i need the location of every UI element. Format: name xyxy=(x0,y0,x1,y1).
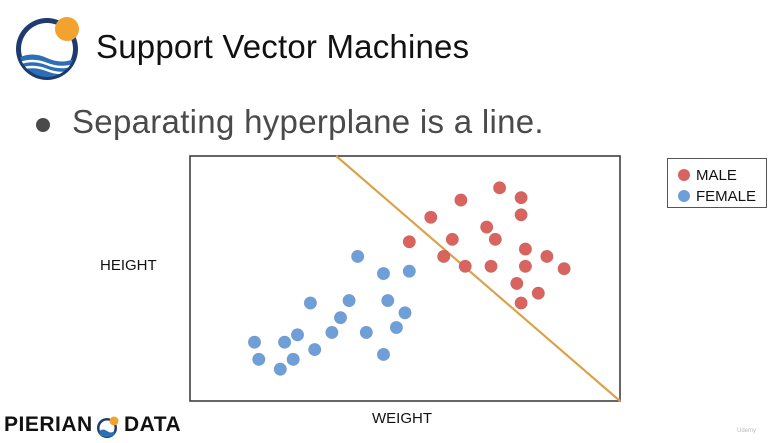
male-point-18 xyxy=(514,296,528,310)
male-point-3 xyxy=(514,208,528,222)
female-point-11 xyxy=(359,325,373,340)
male-point-2 xyxy=(454,193,468,207)
legend-label-male: MALE xyxy=(696,167,737,184)
legend: MALE FEMALE xyxy=(667,158,767,208)
female-point-1 xyxy=(376,267,391,281)
male-point-4 xyxy=(424,210,438,224)
watermark-text: Udemy xyxy=(737,428,757,434)
male-point-14 xyxy=(540,249,554,264)
female-point-2 xyxy=(402,264,416,278)
female-point-3 xyxy=(303,296,318,310)
male-point-17 xyxy=(531,286,545,300)
female-point-17 xyxy=(286,352,300,366)
female-point-0 xyxy=(351,249,365,264)
brand-name-left: PIERIAN xyxy=(4,413,93,436)
legend-swatch-male xyxy=(678,169,690,181)
female-point-5 xyxy=(381,293,395,308)
points-layer xyxy=(247,181,571,376)
male-point-0 xyxy=(493,181,507,195)
male-point-13 xyxy=(518,259,533,273)
male-point-6 xyxy=(445,232,459,246)
female-point-12 xyxy=(308,342,322,357)
male-point-16 xyxy=(510,276,524,291)
female-point-9 xyxy=(290,328,305,342)
x-axis-label: WEIGHT xyxy=(372,410,432,427)
female-point-14 xyxy=(278,335,292,349)
male-point-11 xyxy=(458,259,472,273)
female-point-8 xyxy=(389,320,404,335)
male-point-7 xyxy=(488,232,502,246)
sun-waves-small-icon xyxy=(97,416,119,438)
female-point-4 xyxy=(342,293,356,308)
female-point-13 xyxy=(247,335,262,349)
legend-label-female: FEMALE xyxy=(696,188,757,205)
male-point-15 xyxy=(557,262,571,276)
male-point-12 xyxy=(484,259,498,273)
slide-title: Support Vector Machines xyxy=(96,28,470,65)
female-point-10 xyxy=(325,325,339,340)
female-point-16 xyxy=(252,352,266,366)
male-point-1 xyxy=(514,191,528,205)
female-point-18 xyxy=(273,362,287,376)
male-point-5 xyxy=(480,220,494,234)
sun-waves-logo-icon xyxy=(16,17,79,80)
y-axis-label: HEIGHT xyxy=(100,257,157,274)
male-point-9 xyxy=(518,242,533,256)
female-point-7 xyxy=(398,306,412,320)
legend-swatch-female xyxy=(678,190,690,202)
male-point-10 xyxy=(437,249,451,264)
bullet-dot xyxy=(36,118,50,132)
female-point-15 xyxy=(376,347,391,362)
brand-name-right: DATA xyxy=(124,413,182,436)
separating-hyperplane-line xyxy=(335,155,621,402)
bullet-text: Separating hyperplane is a line. xyxy=(72,103,544,140)
female-point-6 xyxy=(333,311,348,325)
male-point-8 xyxy=(402,235,416,249)
